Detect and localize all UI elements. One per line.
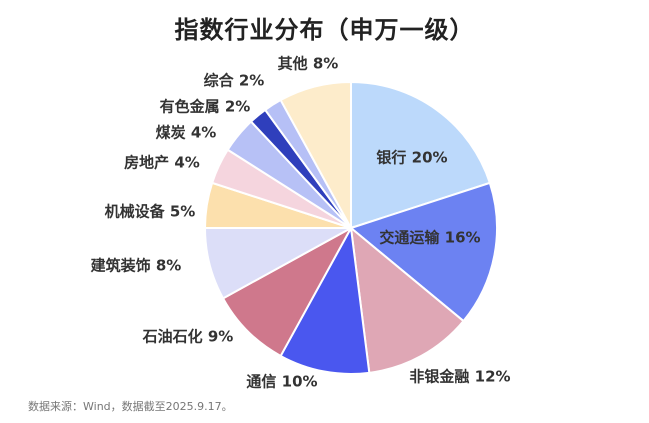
slice-label: 交通运输 16%	[379, 229, 480, 247]
pie-slice	[349, 225, 465, 374]
pie-slice	[350, 80, 492, 230]
slice-label: 非银金融 12%	[409, 368, 510, 386]
slice-label: 石油石化 9%	[142, 328, 234, 346]
pie-slice	[348, 181, 498, 323]
pie-slices	[203, 80, 498, 376]
slice-label: 其他 8%	[278, 55, 339, 73]
slice-label: 建筑装饰 8%	[91, 257, 182, 275]
slice-label: 煤炭 4%	[156, 124, 217, 142]
pie-labels: 银行 20% 交通运输 16% 非银金融 12% 通信 10% 石油石化 9% 建筑装饰 …	[91, 55, 511, 391]
pie-slice	[279, 80, 352, 229]
slice-label: 银行 20%	[376, 149, 447, 167]
slice-label: 通信 10%	[246, 373, 317, 391]
source-note: 数据来源：Wind，数据截至2025.9.17。	[28, 400, 233, 413]
pie-slice	[279, 224, 371, 376]
slice-label: 综合 2%	[204, 72, 265, 90]
slice-label: 机械设备 5%	[105, 203, 196, 221]
chart-title: 指数行业分布（申万一级）	[174, 16, 475, 44]
slice-label: 有色金属 2%	[160, 98, 251, 116]
pie-slice	[221, 225, 354, 358]
slice-label: 房地产 4%	[124, 154, 200, 172]
